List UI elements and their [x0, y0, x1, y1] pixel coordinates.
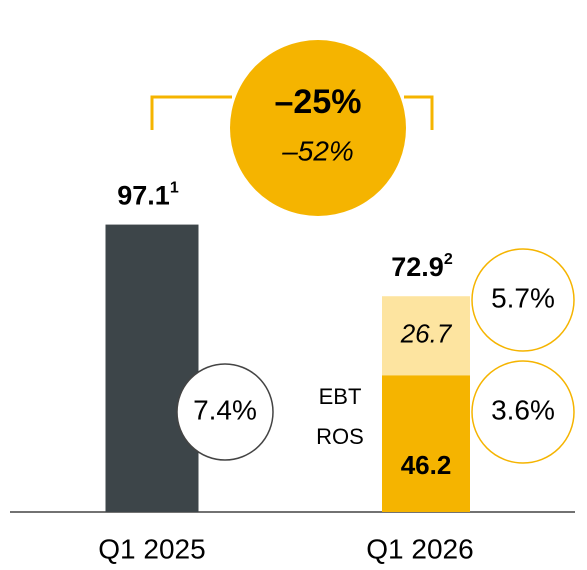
total-label: 97.11 [117, 180, 179, 211]
bar [382, 375, 470, 512]
ros-label: 3.6% [491, 394, 555, 425]
bracket [150, 95, 434, 130]
bracket-left [150, 95, 232, 130]
legend-label: ROS [316, 424, 364, 449]
x-tick-label: Q1 2026 [366, 533, 473, 564]
change-label: –25% [275, 83, 362, 121]
change-secondary-label: –52% [281, 135, 354, 166]
footnote: 1 [170, 180, 179, 197]
ros-circle [471, 360, 575, 464]
data-label: 46.2 [401, 450, 452, 480]
footnote: 2 [444, 251, 453, 268]
total-value: 72.9 [391, 252, 444, 282]
total-label: 72.92 [391, 251, 453, 282]
bracket-right [404, 95, 434, 130]
ros-circle [176, 363, 274, 461]
ros-label: 7.4% [193, 394, 257, 425]
change-bubble [230, 40, 406, 216]
bar [382, 296, 470, 376]
x-tick-label: Q1 2025 [98, 533, 205, 564]
ros-label: 5.7% [491, 282, 555, 313]
data-label: 26.7 [400, 319, 453, 349]
ros-circle [471, 248, 575, 352]
legend-label: EBT [319, 384, 362, 409]
bar [105, 224, 199, 513]
total-value: 97.1 [117, 181, 170, 211]
